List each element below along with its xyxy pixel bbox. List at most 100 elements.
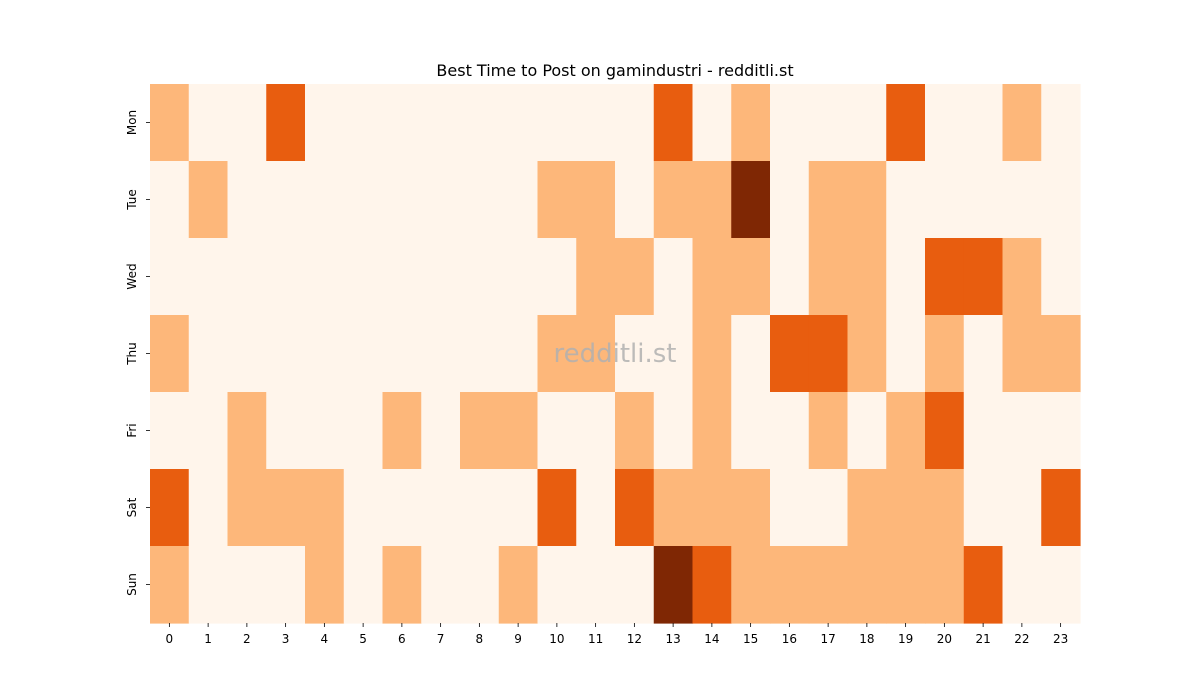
x-tick-label: 14 (704, 632, 719, 646)
heatmap-cells (150, 84, 1081, 624)
heatmap-cell-thu-20 (925, 315, 965, 393)
x-tick-label: 12 (627, 632, 642, 646)
heatmap-cell-thu-17 (808, 315, 849, 393)
heatmap-cell-sat-15 (731, 469, 771, 547)
heatmap-cell-fri-8 (460, 392, 500, 470)
heatmap-cell-sat-3 (266, 469, 306, 547)
heatmap-cell-fri-2 (227, 392, 267, 470)
x-tick-label: 0 (166, 632, 174, 646)
heatmap-cell-wed-10 (537, 238, 577, 316)
heatmap-cell-sun-16 (770, 546, 810, 624)
heatmap-cell-sat-4 (305, 469, 345, 547)
heatmap-cell-fri-3 (266, 392, 306, 470)
heatmap-cell-tue-7 (421, 161, 461, 239)
heatmap-cell-wed-2 (227, 238, 267, 316)
heatmap-cell-thu-16 (770, 315, 810, 393)
heatmap-cell-tue-9 (498, 161, 539, 239)
heatmap-cell-fri-13 (653, 392, 694, 470)
heatmap-cell-sun-10 (537, 546, 577, 624)
heatmap-cell-mon-0 (150, 84, 190, 162)
heatmap-cell-tue-5 (343, 161, 384, 239)
heatmap-cell-sat-11 (576, 469, 616, 547)
x-tick-label: 8 (476, 632, 484, 646)
heatmap-cell-mon-4 (305, 84, 345, 162)
heatmap-cell-tue-20 (925, 161, 965, 239)
heatmap-cell-mon-3 (266, 84, 306, 162)
heatmap-cell-sun-21 (963, 546, 1004, 624)
heatmap-cell-sat-20 (925, 469, 965, 547)
heatmap-cell-tue-0 (150, 161, 190, 239)
heatmap-cell-tue-18 (847, 161, 887, 239)
heatmap-cell-mon-9 (498, 84, 539, 162)
heatmap-cell-sun-7 (421, 546, 461, 624)
heatmap-cell-fri-21 (963, 392, 1004, 470)
heatmap-cell-sat-8 (460, 469, 500, 547)
heatmap-cell-tue-6 (382, 161, 422, 239)
heatmap-cell-thu-22 (1002, 315, 1042, 393)
x-tick-label: 1 (204, 632, 212, 646)
heatmap-cell-wed-5 (343, 238, 384, 316)
x-tick-label: 19 (898, 632, 913, 646)
heatmap-cell-thu-1 (188, 315, 229, 393)
heatmap-cell-tue-3 (266, 161, 306, 239)
heatmap-cell-thu-14 (692, 315, 732, 393)
heatmap-cell-wed-15 (731, 238, 771, 316)
heatmap-cell-sat-22 (1002, 469, 1042, 547)
heatmap-cell-sun-22 (1002, 546, 1042, 624)
heatmap-cell-tue-16 (770, 161, 810, 239)
heatmap-cell-fri-22 (1002, 392, 1042, 470)
heatmap-cell-sun-12 (615, 546, 655, 624)
heatmap-cell-sun-4 (305, 546, 345, 624)
heatmap-cell-sat-7 (421, 469, 461, 547)
chart-title: Best Time to Post on gamindustri - reddi… (436, 61, 793, 80)
heatmap-cell-fri-20 (925, 392, 965, 470)
heatmap-cell-mon-21 (963, 84, 1004, 162)
heatmap-cell-wed-12 (615, 238, 655, 316)
heatmap-cell-mon-10 (537, 84, 577, 162)
heatmap-cell-mon-23 (1041, 84, 1081, 162)
heatmap-cell-wed-14 (692, 238, 732, 316)
heatmap-cell-thu-3 (266, 315, 306, 393)
heatmap-cell-tue-14 (692, 161, 732, 239)
x-tick-label: 13 (665, 632, 680, 646)
heatmap-cell-wed-20 (925, 238, 965, 316)
heatmap-cell-sat-5 (343, 469, 384, 547)
heatmap-cell-fri-0 (150, 392, 190, 470)
heatmap-cell-mon-6 (382, 84, 422, 162)
heatmap-cell-mon-20 (925, 84, 965, 162)
heatmap-cell-mon-5 (343, 84, 384, 162)
heatmap-cell-sun-19 (886, 546, 926, 624)
heatmap-cell-wed-6 (382, 238, 422, 316)
heatmap-cell-mon-22 (1002, 84, 1042, 162)
heatmap-cell-sun-1 (188, 546, 229, 624)
heatmap-cell-mon-8 (460, 84, 500, 162)
heatmap-cell-sat-17 (808, 469, 849, 547)
heatmap-cell-wed-11 (576, 238, 616, 316)
heatmap-cell-tue-12 (615, 161, 655, 239)
heatmap-cell-sun-5 (343, 546, 384, 624)
heatmap-cell-tue-22 (1002, 161, 1042, 239)
heatmap-cell-thu-18 (847, 315, 887, 393)
heatmap-cell-sun-9 (498, 546, 539, 624)
heatmap-cell-thu-21 (963, 315, 1004, 393)
heatmap-cell-sat-1 (188, 469, 229, 547)
heatmap-cell-fri-18 (847, 392, 887, 470)
y-axis: Mon Tue Wed Thu Fri Sat Sun (125, 110, 150, 596)
y-tick-label: Sat (125, 497, 139, 517)
heatmap-cell-thu-6 (382, 315, 422, 393)
heatmap-cell-sun-6 (382, 546, 422, 624)
y-tick-label: Mon (125, 110, 139, 135)
heatmap-cell-tue-8 (460, 161, 500, 239)
heatmap-cell-sat-14 (692, 469, 732, 547)
x-tick-label: 2 (243, 632, 251, 646)
heatmap-cell-fri-10 (537, 392, 577, 470)
heatmap-cell-sat-13 (653, 469, 694, 547)
heatmap-cell-mon-1 (188, 84, 229, 162)
heatmap-cell-thu-11 (576, 315, 616, 393)
heatmap-cell-sat-21 (963, 469, 1004, 547)
heatmap-cell-sat-9 (498, 469, 539, 547)
heatmap-cell-sat-19 (886, 469, 926, 547)
heatmap-cell-wed-23 (1041, 238, 1081, 316)
heatmap-cell-fri-4 (305, 392, 345, 470)
